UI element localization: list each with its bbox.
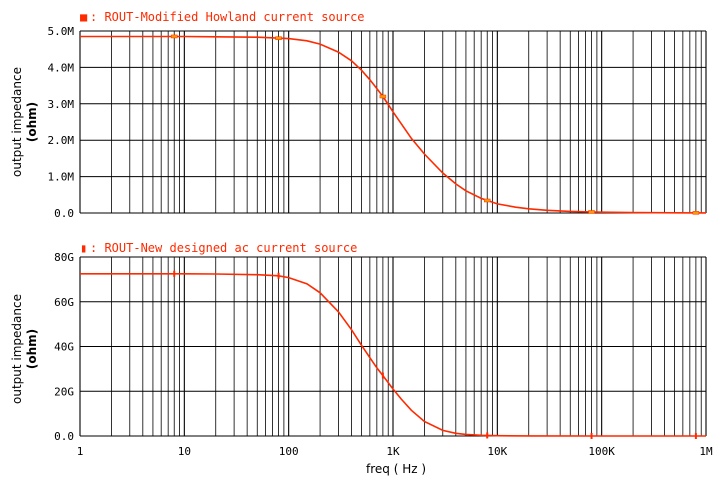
series-marker-3	[486, 432, 489, 439]
chart-bottom: 0.0 20G 40G 60G 80G ▮ : ROUT-New designed ac…	[10, 241, 713, 476]
chart-top-ylabel-line1: output impedance	[10, 67, 24, 177]
y-tick-label-0: 0.0	[54, 430, 74, 443]
chart-top-grid	[79, 30, 707, 214]
chart-top-ylabel-line2: (ohm)	[25, 102, 39, 142]
chart-top-legend-marker: ■	[80, 10, 88, 24]
chart-top-legend-label: : ROUT-Modified Howland current source	[90, 10, 365, 24]
series-marker-4	[590, 432, 593, 439]
x-tick-label-2: 100	[279, 445, 299, 458]
x-tick-label-0: 1	[77, 445, 84, 458]
x-tick-label-3: 1K	[386, 445, 400, 458]
chart-bottom-ylabel-line1: output impedance	[10, 294, 24, 404]
y-tick-label-3: 60G	[54, 296, 74, 309]
series-line-0	[80, 35, 707, 214]
series-marker-2	[379, 94, 387, 99]
y-tick-label-4: 80G	[54, 251, 74, 264]
chart-bottom-grid	[79, 256, 707, 437]
series-marker-2	[381, 372, 384, 379]
chart-bottom-ylabel-line2: (ohm)	[25, 329, 39, 369]
chart-top: 0.0 1.0M 2.0M 3.0M 4.0M 5.0M ■ : ROUT-Modifie…	[10, 10, 707, 220]
x-tick-label-1: 10	[178, 445, 191, 458]
chart-bottom-legend-marker: ▮	[80, 241, 87, 255]
series-marker-4	[588, 210, 595, 214]
chart-top-series	[80, 34, 707, 215]
series-marker-1	[277, 272, 280, 279]
y-tick-label-1: 1.0M	[48, 171, 75, 184]
chart-bottom-legend-label: : ROUT-New designed ac current source	[90, 241, 357, 255]
series-marker-3	[483, 198, 491, 203]
y-tick-label-1: 20G	[54, 385, 74, 398]
series-marker-1	[275, 36, 282, 40]
y-tick-label-3: 3.0M	[48, 98, 75, 111]
series-line-0	[80, 272, 706, 437]
y-tick-label-5: 5.0M	[48, 25, 75, 38]
chart-top-ticks: 0.0 1.0M 2.0M 3.0M 4.0M 5.0M	[48, 25, 75, 220]
series-marker-0	[170, 34, 178, 39]
y-tick-label-4: 4.0M	[48, 61, 75, 74]
series-marker-0	[173, 270, 176, 277]
x-axis-label: freq ( Hz )	[366, 462, 426, 476]
series-marker-5	[694, 432, 697, 439]
y-tick-label-0: 0.0	[54, 207, 74, 220]
y-tick-label-2: 2.0M	[48, 134, 75, 147]
y-tick-label-2: 40G	[54, 341, 74, 354]
series-marker-5	[692, 211, 700, 215]
x-axis-ticks: 1 10 100 1K 10K 100K 1M	[77, 445, 713, 458]
x-tick-label-5: 100K	[588, 445, 615, 458]
x-tick-label-4: 10K	[487, 445, 507, 458]
chart-bottom-ticks: 0.0 20G 40G 60G 80G	[54, 251, 74, 443]
x-tick-label-6: 1M	[699, 445, 713, 458]
chart-bottom-series	[80, 270, 706, 439]
